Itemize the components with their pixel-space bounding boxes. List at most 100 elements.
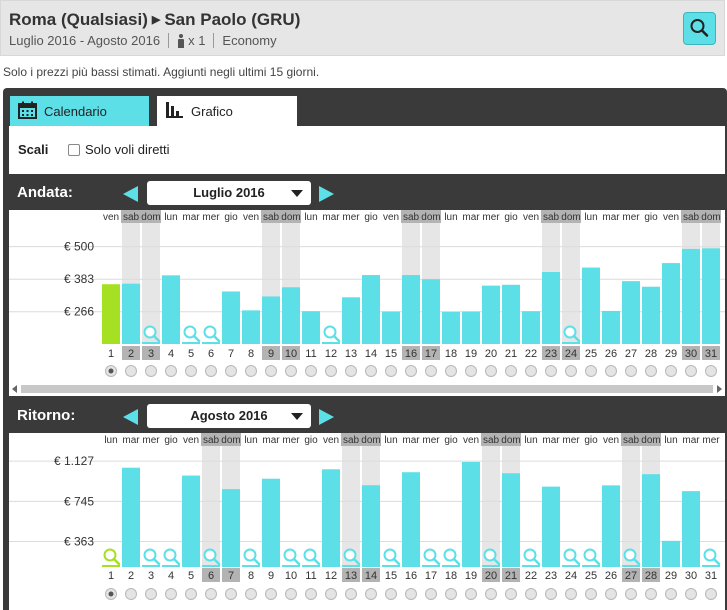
price-bar[interactable] bbox=[222, 489, 240, 567]
price-bar[interactable] bbox=[522, 311, 540, 344]
price-bar[interactable] bbox=[262, 478, 280, 567]
no-price-search-icon[interactable] bbox=[322, 325, 341, 345]
no-price-search-icon[interactable] bbox=[142, 548, 161, 568]
day-radio-button[interactable] bbox=[365, 365, 377, 377]
price-bar[interactable] bbox=[242, 310, 260, 344]
day-radio-button[interactable] bbox=[665, 588, 677, 600]
scroll-right-icon[interactable] bbox=[717, 385, 722, 393]
price-bar[interactable] bbox=[322, 469, 340, 567]
price-bar[interactable] bbox=[682, 248, 700, 344]
day-radio-button[interactable] bbox=[425, 365, 437, 377]
price-bar[interactable] bbox=[362, 485, 380, 567]
day-radio-button[interactable] bbox=[585, 588, 597, 600]
day-radio-button[interactable] bbox=[205, 365, 217, 377]
day-radio-button[interactable] bbox=[125, 365, 137, 377]
day-radio-button[interactable] bbox=[705, 365, 717, 377]
day-radio-button[interactable] bbox=[465, 365, 477, 377]
day-radio-button[interactable] bbox=[385, 365, 397, 377]
day-radio-button[interactable] bbox=[305, 365, 317, 377]
no-price-search-icon[interactable] bbox=[562, 325, 581, 345]
price-bar[interactable] bbox=[502, 284, 520, 344]
no-price-search-icon[interactable] bbox=[182, 325, 201, 345]
no-price-search-icon[interactable] bbox=[202, 548, 221, 568]
outbound-scrollbar[interactable] bbox=[9, 382, 725, 396]
next-month-outbound-button[interactable] bbox=[319, 186, 334, 202]
prev-month-return-button[interactable] bbox=[123, 409, 138, 425]
day-radio-button[interactable] bbox=[525, 588, 537, 600]
no-price-search-icon[interactable] bbox=[422, 548, 441, 568]
scroll-thumb[interactable] bbox=[21, 385, 713, 393]
day-radio-button[interactable] bbox=[325, 588, 337, 600]
price-bar[interactable] bbox=[482, 285, 500, 344]
day-radio-button[interactable] bbox=[125, 588, 137, 600]
day-radio-button[interactable] bbox=[385, 588, 397, 600]
price-bar[interactable] bbox=[542, 271, 560, 344]
day-radio-button[interactable] bbox=[685, 588, 697, 600]
price-bar[interactable] bbox=[122, 283, 140, 344]
day-radio-button[interactable] bbox=[565, 365, 577, 377]
outbound-month-select[interactable]: Luglio 2016 bbox=[147, 181, 311, 205]
day-radio-button[interactable] bbox=[305, 588, 317, 600]
no-price-search-icon[interactable] bbox=[102, 548, 121, 568]
price-bar[interactable] bbox=[342, 297, 360, 344]
price-bar[interactable] bbox=[402, 472, 420, 567]
direct-only-label[interactable]: Solo voli diretti bbox=[85, 142, 170, 157]
no-price-search-icon[interactable] bbox=[442, 548, 461, 568]
price-bar[interactable] bbox=[422, 279, 440, 344]
day-radio-button[interactable] bbox=[345, 588, 357, 600]
day-radio-button[interactable] bbox=[405, 365, 417, 377]
price-bar[interactable] bbox=[282, 287, 300, 344]
day-radio-button[interactable] bbox=[645, 365, 657, 377]
day-radio-button[interactable] bbox=[645, 588, 657, 600]
no-price-search-icon[interactable] bbox=[582, 548, 601, 568]
price-bar[interactable] bbox=[502, 473, 520, 567]
day-radio-button[interactable] bbox=[625, 588, 637, 600]
day-radio-button[interactable] bbox=[565, 588, 577, 600]
day-radio-button[interactable] bbox=[165, 588, 177, 600]
day-radio-button[interactable] bbox=[365, 588, 377, 600]
scroll-left-icon[interactable] bbox=[12, 385, 17, 393]
no-price-search-icon[interactable] bbox=[242, 548, 261, 568]
prev-month-outbound-button[interactable] bbox=[123, 186, 138, 202]
no-price-search-icon[interactable] bbox=[342, 548, 361, 568]
day-radio-button[interactable] bbox=[485, 588, 497, 600]
price-bar[interactable] bbox=[702, 248, 720, 344]
tab-calendario[interactable]: Calendario bbox=[10, 96, 149, 126]
tab-grafico[interactable]: Grafico bbox=[157, 96, 297, 126]
price-bar[interactable] bbox=[602, 310, 620, 344]
day-radio-button[interactable] bbox=[465, 588, 477, 600]
day-radio-button[interactable] bbox=[545, 588, 557, 600]
price-bar[interactable] bbox=[162, 275, 180, 344]
price-bar[interactable] bbox=[382, 311, 400, 344]
day-radio-button[interactable] bbox=[325, 365, 337, 377]
day-radio-button[interactable] bbox=[665, 365, 677, 377]
direct-only-checkbox[interactable] bbox=[68, 144, 80, 156]
no-price-search-icon[interactable] bbox=[522, 548, 541, 568]
no-price-search-icon[interactable] bbox=[302, 548, 321, 568]
no-price-search-icon[interactable] bbox=[622, 548, 641, 568]
day-radio-button[interactable] bbox=[485, 365, 497, 377]
price-bar[interactable] bbox=[662, 540, 680, 567]
no-price-search-icon[interactable] bbox=[382, 548, 401, 568]
price-bar[interactable] bbox=[622, 281, 640, 344]
day-radio-button[interactable] bbox=[165, 365, 177, 377]
price-bar[interactable] bbox=[362, 275, 380, 344]
no-price-search-icon[interactable] bbox=[202, 325, 221, 345]
day-radio-button[interactable] bbox=[445, 365, 457, 377]
day-radio-button[interactable] bbox=[685, 365, 697, 377]
day-radio-button[interactable] bbox=[285, 588, 297, 600]
day-radio-button[interactable] bbox=[605, 588, 617, 600]
price-bar[interactable] bbox=[602, 485, 620, 567]
day-radio-button[interactable] bbox=[145, 365, 157, 377]
price-bar[interactable] bbox=[642, 286, 660, 344]
no-price-search-icon[interactable] bbox=[482, 548, 501, 568]
day-radio-button[interactable] bbox=[405, 588, 417, 600]
day-radio-button[interactable] bbox=[545, 365, 557, 377]
day-radio-button[interactable] bbox=[145, 588, 157, 600]
price-bar[interactable] bbox=[462, 461, 480, 567]
price-bar[interactable] bbox=[542, 486, 560, 567]
price-bar[interactable] bbox=[302, 311, 320, 344]
price-bar[interactable] bbox=[662, 263, 680, 344]
day-radio-button[interactable] bbox=[185, 588, 197, 600]
price-bar[interactable] bbox=[682, 491, 700, 567]
